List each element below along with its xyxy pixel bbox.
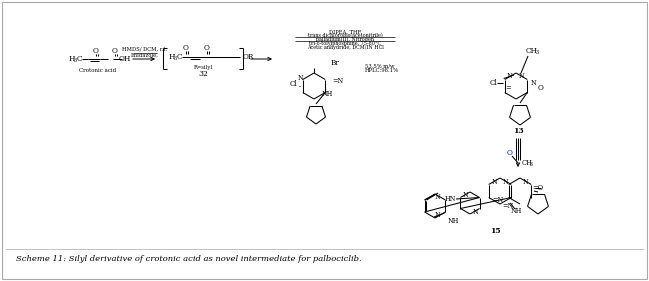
Text: N: N — [434, 211, 440, 219]
Text: OH: OH — [119, 55, 131, 63]
Text: Scheme 11: Silyl derivative of crotonic acid as novel intermediate for palbocicl: Scheme 11: Silyl derivative of crotonic … — [16, 255, 361, 263]
Text: tri-o-tolylphosphine, 75-80°C: tri-o-tolylphosphine, 75-80°C — [309, 42, 381, 46]
Text: N: N — [522, 178, 528, 186]
Text: NH: NH — [510, 207, 522, 215]
Text: N: N — [506, 72, 512, 80]
Text: R=silyl: R=silyl — [193, 65, 213, 69]
Text: N: N — [298, 74, 304, 81]
Text: trans dichlorobis(acetonitrile): trans dichlorobis(acetonitrile) — [308, 33, 382, 38]
Text: NH: NH — [447, 217, 459, 225]
Text: Crotonic acid: Crotonic acid — [79, 67, 117, 72]
Text: =: = — [505, 84, 511, 92]
Text: CH: CH — [526, 47, 538, 55]
Text: O: O — [93, 47, 99, 55]
Text: HPLC:98.1%: HPLC:98.1% — [365, 69, 399, 74]
Text: N: N — [530, 79, 536, 87]
Text: 3: 3 — [535, 51, 539, 56]
Text: OR: OR — [243, 53, 254, 61]
Text: palladium(II), Nitrogen: palladium(II), Nitrogen — [316, 36, 374, 42]
Text: N: N — [502, 178, 508, 186]
Text: CH: CH — [522, 159, 533, 167]
Text: O: O — [538, 84, 544, 92]
Text: HN: HN — [445, 195, 456, 203]
Text: C: C — [76, 55, 82, 63]
Text: 32: 32 — [198, 70, 208, 78]
Text: N: N — [462, 191, 468, 199]
Text: O: O — [507, 149, 513, 157]
Text: Acetic anhydride, DCM/IN HCl: Acetic anhydride, DCM/IN HCl — [306, 44, 384, 49]
Text: N: N — [472, 208, 478, 216]
Text: 3: 3 — [174, 56, 177, 61]
Text: O: O — [183, 44, 189, 52]
Text: =N: =N — [493, 196, 504, 204]
Text: O: O — [112, 47, 118, 55]
Text: C: C — [177, 53, 182, 61]
Text: H: H — [69, 55, 75, 63]
Text: HMDS/ DCM, r.t.: HMDS/ DCM, r.t. — [123, 46, 167, 51]
Text: NH: NH — [321, 90, 333, 98]
Text: 53.5% m/w: 53.5% m/w — [365, 64, 395, 69]
Text: N: N — [518, 72, 524, 80]
Text: 15: 15 — [490, 227, 500, 235]
Text: =N: =N — [332, 77, 343, 85]
Text: 13: 13 — [513, 127, 523, 135]
Text: N: N — [434, 193, 440, 201]
Text: Br: Br — [330, 59, 339, 67]
Text: Cl: Cl — [490, 79, 498, 87]
Text: Cl: Cl — [290, 80, 298, 88]
Text: =O: =O — [532, 184, 544, 192]
Text: 3: 3 — [74, 58, 77, 63]
Text: N: N — [491, 178, 497, 186]
Text: O: O — [204, 44, 210, 52]
Text: Imidazole,: Imidazole, — [131, 53, 159, 58]
Text: 3: 3 — [530, 162, 532, 167]
Text: =N: =N — [502, 202, 513, 210]
Text: DIPEA, THF: DIPEA, THF — [329, 30, 361, 35]
Text: H: H — [169, 53, 175, 61]
